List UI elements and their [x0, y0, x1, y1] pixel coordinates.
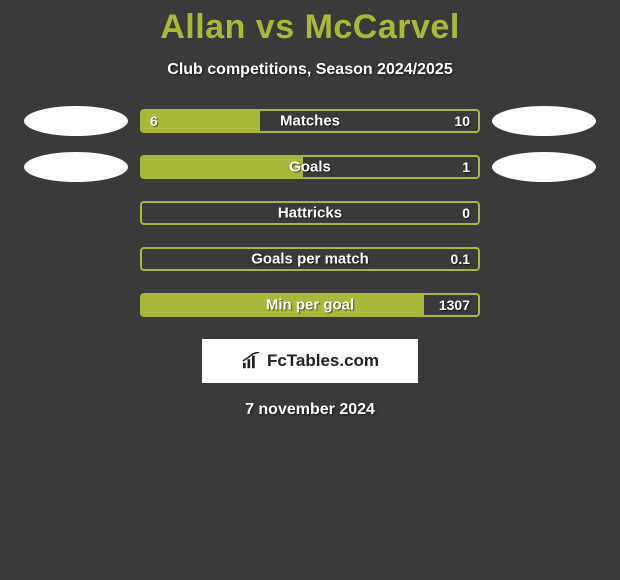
bar-fill-left [142, 157, 303, 177]
brand-badge: FcTables.com [202, 339, 418, 383]
page-title: Allan vs McCarvel [0, 0, 620, 47]
player-right-badge [492, 152, 596, 182]
chart-icon [241, 352, 263, 370]
bar-goals: Goals 1 [140, 155, 480, 179]
player-left-badge [24, 152, 128, 182]
stat-right-value: 0.1 [451, 251, 470, 267]
stat-row: Goals 1 [0, 155, 620, 179]
bar-matches: 6 Matches 10 [140, 109, 480, 133]
date-label: 7 november 2024 [0, 401, 620, 419]
bar-goals-per-match: Goals per match 0.1 [140, 247, 480, 271]
stat-label: Goals per match [142, 251, 478, 268]
bar-fill-left [142, 111, 260, 131]
bar-fill-left [142, 295, 424, 315]
stat-right-value: 0 [462, 205, 470, 221]
stat-row: Hattricks 0 [0, 201, 620, 225]
stat-label: Hattricks [142, 205, 478, 222]
brand-label: FcTables.com [241, 351, 379, 371]
bar-hattricks: Hattricks 0 [140, 201, 480, 225]
stat-row: 6 Matches 10 [0, 109, 620, 133]
bar-min-per-goal: Min per goal 1307 [140, 293, 480, 317]
stat-row: Min per goal 1307 [0, 293, 620, 317]
brand-text: FcTables.com [267, 351, 379, 371]
stat-right-value: 1 [462, 159, 470, 175]
stat-right-value: 1307 [439, 297, 470, 313]
stat-row: Goals per match 0.1 [0, 247, 620, 271]
page-subtitle: Club competitions, Season 2024/2025 [0, 61, 620, 79]
player-left-badge [24, 106, 128, 136]
stat-right-value: 10 [454, 113, 470, 129]
player-right-badge [492, 106, 596, 136]
comparison-chart: 6 Matches 10 Goals 1 Hattricks 0 [0, 109, 620, 317]
